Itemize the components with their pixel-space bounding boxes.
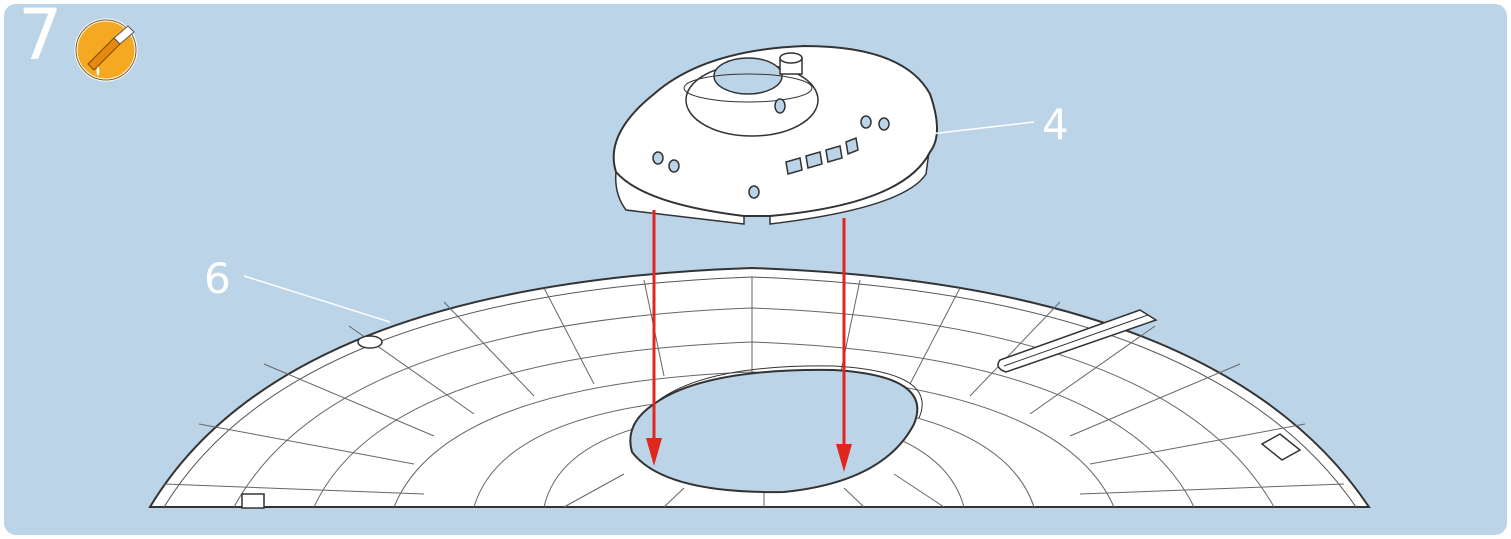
callout-label-4: 4 (1042, 100, 1069, 149)
saucer-top (612, 44, 938, 225)
glue-bottle-icon (74, 18, 138, 82)
step-number: 7 (18, 4, 63, 76)
assembly-illustration (148, 44, 1371, 509)
leader-line-6 (243, 275, 391, 323)
leader-line-4 (929, 121, 1035, 135)
assembly-arrows (646, 210, 852, 472)
instruction-panel: 7 4 6 (4, 4, 1507, 535)
callout-label-6: 6 (204, 254, 231, 303)
